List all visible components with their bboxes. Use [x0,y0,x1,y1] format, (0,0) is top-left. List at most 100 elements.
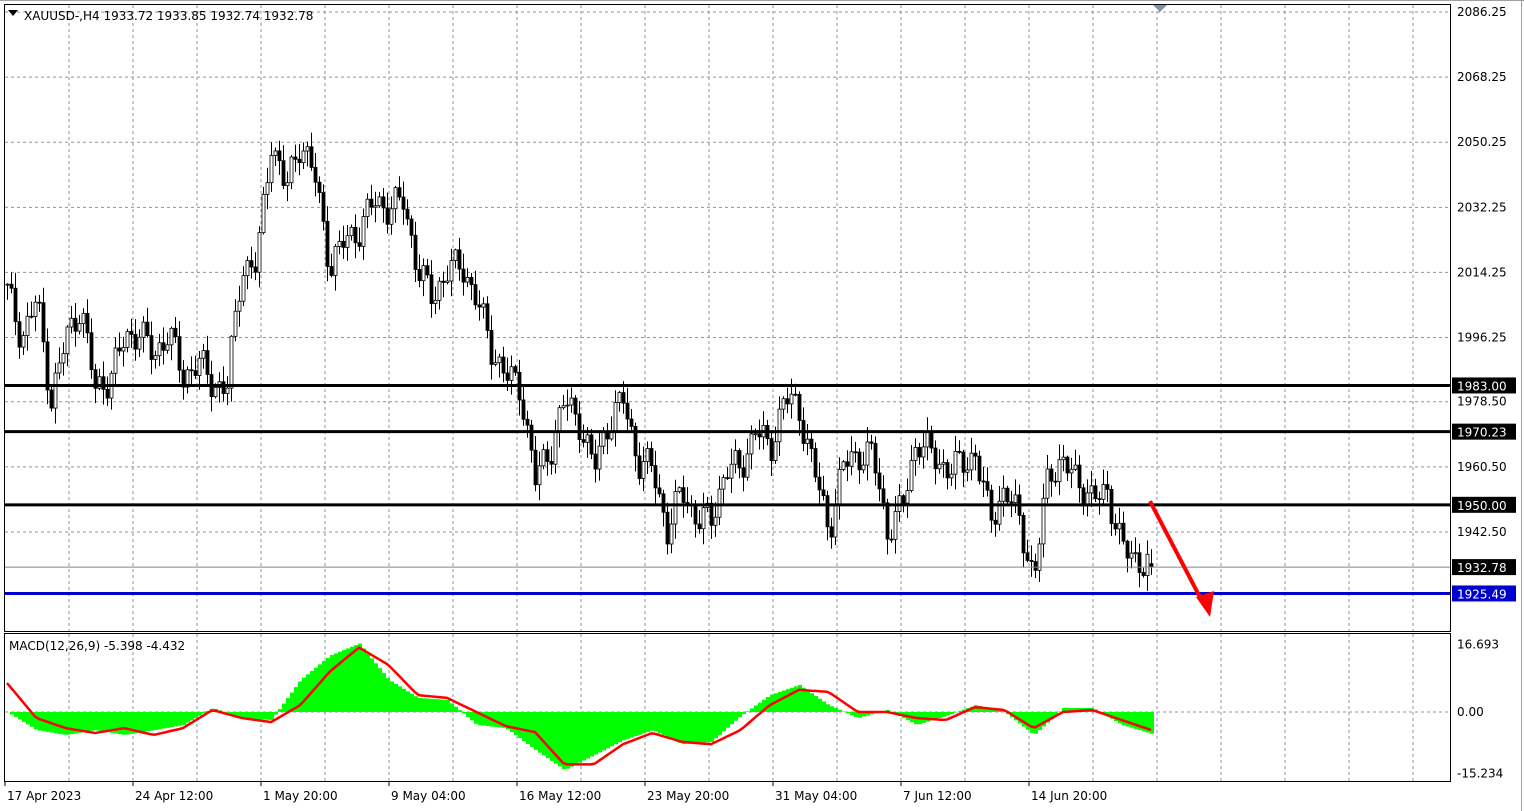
candle-body [370,199,373,207]
candle-body [46,342,49,390]
candle-body [654,466,657,488]
macd-histogram-bar [146,712,150,731]
candle-body [1006,488,1009,502]
candle-body [590,435,593,454]
macd-histogram-bar [26,712,30,724]
candle-body [678,488,681,492]
candle-body [270,155,273,182]
candle-body [542,450,545,466]
macd-histogram-bar [370,658,374,712]
candle-body [758,434,761,437]
candle-body [438,281,441,300]
candle-body [650,449,653,466]
candle-body [374,206,377,207]
candle-body [546,450,549,462]
candle-body [794,394,797,395]
candle-body [682,488,685,503]
macd-histogram-bar [194,712,198,718]
macd-histogram-bar [526,712,530,744]
macd-histogram-bar [570,712,574,767]
macd-histogram-bar [98,712,102,731]
candle-body [66,327,69,354]
macd-histogram-bar [430,699,434,712]
macd-histogram-bar [614,712,618,744]
macd-tick-label: -15.234 [1457,766,1503,780]
macd-histogram-bar [638,712,642,735]
candle-body [86,313,89,332]
candle-body [414,235,417,269]
macd-histogram-bar [190,712,194,720]
candle-body [1146,554,1149,575]
macd-histogram-bar [118,712,122,734]
macd-histogram-bar [386,678,390,712]
candle-body [1066,457,1069,473]
candle-body [930,432,933,448]
candle-body [522,400,525,419]
candle-body [818,477,821,490]
candle-body [662,494,665,512]
candle-body [638,456,641,479]
candle-body [226,388,229,393]
macd-histogram-bar [422,698,426,712]
macd-histogram-bar [610,712,614,746]
candle-body [494,363,497,365]
macd-histogram-bar [682,712,686,744]
candle-body [1026,553,1029,561]
candle-body [670,524,673,544]
macd-histogram-bar [750,708,754,712]
candle-body [1054,481,1057,482]
candle-body [1110,489,1113,523]
candle-body [534,450,537,485]
candle-body [482,304,485,307]
time-tick-label: 17 Apr 2023 [7,789,81,803]
candle-body [346,236,349,248]
candle-body [158,343,161,356]
candle-body [1150,564,1153,567]
macd-histogram-bar [510,712,514,732]
macd-histogram-bar [18,712,22,719]
macd-histogram-bar [66,712,70,735]
macd-histogram-bar [950,712,954,714]
time-tick-label: 23 May 20:00 [647,789,729,803]
candle-body [866,442,869,465]
macd-histogram-bar [374,663,378,712]
macd-histogram-bar [718,712,722,735]
candle-body [530,425,533,450]
macd-histogram-bar [830,706,834,712]
candle-body [1082,488,1085,506]
candle-body [142,322,145,337]
macd-histogram-bar [274,712,278,715]
candle-body [206,351,209,375]
candle-body [626,403,629,419]
macd-histogram-bar [58,712,62,734]
macd-histogram-bar [90,712,94,731]
candle-body [830,527,833,537]
candle-body [386,208,389,224]
price-tick-label: 2068.25 [1457,70,1507,84]
candle-body [314,167,317,182]
price-label: 1983.00 [1457,379,1507,393]
price-label: 1950.00 [1457,499,1507,513]
macd-histogram-bar [378,668,382,712]
candle-body [454,250,457,261]
macd-histogram-bar [658,712,662,733]
candle-body [462,269,465,282]
candle-body [814,449,817,478]
candle-body [702,507,705,528]
candle-body [450,261,453,281]
candle-body [614,403,617,432]
macd-histogram-bar [14,712,18,717]
candle-body [274,151,277,156]
macd-histogram-bar [450,703,454,712]
candle-body [598,446,601,469]
candle-body [430,275,433,304]
candle-body [26,316,29,335]
candle-body [734,451,737,465]
time-tick-label: 24 Apr 12:00 [135,789,213,803]
macd-histogram-bar [530,712,534,747]
macd-histogram-bar [166,712,170,728]
candle-body [74,318,77,331]
candle-body [30,316,33,317]
candle-body [558,408,561,433]
